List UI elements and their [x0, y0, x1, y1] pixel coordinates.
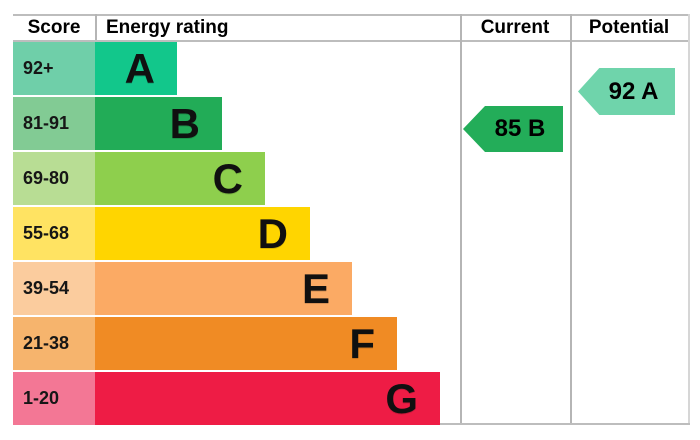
energy-rating-column-header: Energy rating — [106, 17, 229, 38]
band-score-label: 1-20 — [23, 388, 60, 408]
band-score-label: 69-80 — [23, 168, 70, 188]
score-column-header: Score — [27, 17, 81, 38]
potential-column-divider — [570, 14, 572, 423]
band-bar: G — [95, 372, 440, 425]
current-column-header: Current — [480, 17, 550, 38]
band-score-cell: 92+ — [13, 42, 95, 95]
band-letter: E — [301, 265, 330, 312]
band-letter: F — [349, 320, 375, 367]
band-bar: A — [95, 42, 177, 95]
band-bar: F — [95, 317, 397, 370]
potential-column-header: Potential — [588, 17, 670, 38]
band-letter: C — [212, 155, 243, 202]
band-letter: D — [257, 210, 288, 257]
potential-rating-arrow: 92 A — [578, 68, 675, 115]
current-rating-value: 85 B — [494, 115, 546, 142]
band-score-cell: 1-20 — [13, 372, 95, 425]
band-score-label: 39-54 — [23, 278, 70, 298]
band-bar: C — [95, 152, 265, 205]
band-score-cell: 81-91 — [13, 97, 95, 150]
band-bar: E — [95, 262, 352, 315]
band-letter: G — [385, 375, 418, 422]
score-column-divider — [95, 14, 97, 40]
potential-rating-value: 92 A — [608, 77, 659, 105]
table-top-border — [13, 14, 690, 16]
band-score-cell: 21-38 — [13, 317, 95, 370]
band-letter: B — [169, 100, 200, 147]
band-letter: A — [124, 45, 155, 92]
band-bar: B — [95, 97, 222, 150]
current-rating-arrow: 85 B — [463, 106, 563, 152]
band-score-label: 81-91 — [23, 113, 70, 133]
band-score-label: 21-38 — [23, 333, 70, 353]
band-score-cell: 39-54 — [13, 262, 95, 315]
band-score-cell: 69-80 — [13, 152, 95, 205]
band-score-label: 92+ — [23, 58, 54, 78]
band-bar: D — [95, 207, 310, 260]
band-score-cell: 55-68 — [13, 207, 95, 260]
current-column-divider — [460, 14, 462, 423]
band-score-label: 55-68 — [23, 223, 70, 243]
header-bottom-border — [13, 40, 690, 42]
table-right-border — [688, 14, 690, 423]
